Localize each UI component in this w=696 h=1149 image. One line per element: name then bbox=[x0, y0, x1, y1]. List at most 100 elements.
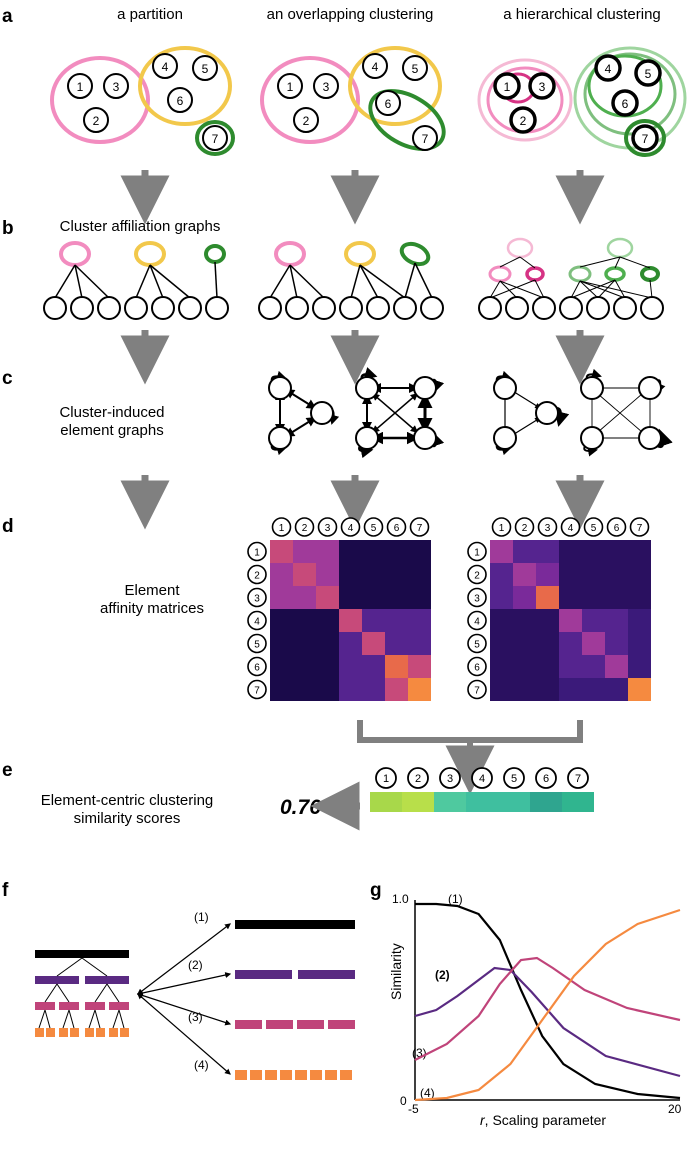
svg-text:6: 6 bbox=[385, 97, 392, 111]
svg-text:6: 6 bbox=[177, 94, 184, 108]
svg-text:6: 6 bbox=[622, 97, 629, 111]
svg-text:5: 5 bbox=[412, 62, 419, 76]
svg-text:4: 4 bbox=[254, 617, 260, 628]
svg-text:4: 4 bbox=[348, 304, 354, 316]
svg-text:6: 6 bbox=[543, 773, 549, 785]
svg-text:4: 4 bbox=[348, 523, 354, 534]
svg-text:6: 6 bbox=[622, 304, 628, 316]
svg-text:4: 4 bbox=[479, 773, 485, 785]
svg-text:1: 1 bbox=[504, 80, 511, 94]
row-a: 1 2 3 4 5 6 7 1 2 3 4 5 bbox=[52, 48, 685, 161]
svg-text:6: 6 bbox=[402, 304, 408, 316]
svg-text:2: 2 bbox=[520, 114, 527, 128]
a-hierarchical: 1 2 3 4 5 6 7 bbox=[479, 48, 685, 155]
svg-text:3: 3 bbox=[545, 523, 551, 534]
svg-text:2: 2 bbox=[303, 114, 310, 128]
svg-text:3: 3 bbox=[539, 80, 546, 94]
svg-text:6: 6 bbox=[254, 663, 260, 674]
svg-text:4: 4 bbox=[568, 523, 574, 534]
svg-text:2: 2 bbox=[302, 523, 308, 534]
svg-text:7: 7 bbox=[575, 773, 581, 785]
score-bar: 1 2 3 4 5 6 7 bbox=[370, 768, 594, 812]
svg-text:1: 1 bbox=[487, 304, 493, 316]
svg-text:7: 7 bbox=[417, 523, 423, 534]
svg-text:3: 3 bbox=[325, 523, 331, 534]
svg-text:7: 7 bbox=[642, 132, 649, 146]
svg-text:4: 4 bbox=[474, 617, 480, 628]
svg-text:4: 4 bbox=[605, 62, 612, 76]
svg-text:1: 1 bbox=[267, 304, 273, 316]
a-overlapping: 1 2 3 4 5 6 7 bbox=[262, 48, 454, 161]
svg-text:6: 6 bbox=[647, 384, 653, 396]
a-partition: 1 2 3 4 5 6 7 bbox=[52, 48, 233, 154]
row-b: 1 2 3 4 5 6 7 bbox=[44, 239, 663, 319]
svg-text:2: 2 bbox=[79, 304, 85, 316]
svg-text:3: 3 bbox=[321, 304, 327, 316]
svg-text:4: 4 bbox=[364, 384, 370, 396]
svg-text:5: 5 bbox=[511, 773, 517, 785]
svg-text:2: 2 bbox=[474, 571, 480, 582]
svg-text:6: 6 bbox=[394, 523, 400, 534]
svg-text:7: 7 bbox=[212, 132, 219, 146]
svg-text:6: 6 bbox=[474, 663, 480, 674]
panel-f bbox=[35, 920, 355, 1080]
svg-text:5: 5 bbox=[202, 62, 209, 76]
svg-text:3: 3 bbox=[319, 409, 325, 421]
svg-text:2: 2 bbox=[522, 523, 528, 534]
svg-text:3: 3 bbox=[447, 773, 453, 785]
svg-text:5: 5 bbox=[595, 304, 601, 316]
svg-text:5: 5 bbox=[364, 434, 370, 446]
svg-text:7: 7 bbox=[429, 304, 435, 316]
row-d: 12345671234567 12345671234567 bbox=[248, 518, 651, 701]
svg-text:4: 4 bbox=[568, 304, 574, 316]
svg-text:2: 2 bbox=[514, 304, 520, 316]
svg-text:1: 1 bbox=[499, 523, 505, 534]
svg-text:7: 7 bbox=[474, 686, 480, 697]
svg-text:7: 7 bbox=[647, 434, 653, 446]
svg-text:1: 1 bbox=[474, 548, 480, 559]
svg-text:3: 3 bbox=[106, 304, 112, 316]
svg-text:1: 1 bbox=[254, 548, 260, 559]
svg-text:5: 5 bbox=[474, 640, 480, 651]
svg-text:5: 5 bbox=[589, 434, 595, 446]
svg-text:5: 5 bbox=[160, 304, 166, 316]
svg-text:1: 1 bbox=[287, 80, 294, 94]
svg-text:2: 2 bbox=[277, 434, 283, 446]
svg-text:3: 3 bbox=[254, 594, 260, 605]
svg-text:1: 1 bbox=[77, 80, 84, 94]
panel-g bbox=[415, 900, 680, 1100]
svg-text:4: 4 bbox=[133, 304, 139, 316]
row-e: 1 2 3 4 5 6 7 bbox=[370, 768, 594, 812]
row-c: 1 2 3 bbox=[269, 374, 662, 451]
svg-text:6: 6 bbox=[614, 523, 620, 534]
svg-text:7: 7 bbox=[422, 132, 429, 146]
svg-text:7: 7 bbox=[254, 686, 260, 697]
svg-text:2: 2 bbox=[294, 304, 300, 316]
svg-text:4: 4 bbox=[162, 60, 169, 74]
svg-text:1: 1 bbox=[277, 384, 283, 396]
svg-text:7: 7 bbox=[637, 523, 643, 534]
svg-text:3: 3 bbox=[541, 304, 547, 316]
svg-text:4: 4 bbox=[372, 60, 379, 74]
svg-text:1: 1 bbox=[383, 773, 389, 785]
svg-text:6: 6 bbox=[187, 304, 193, 316]
svg-text:5: 5 bbox=[375, 304, 381, 316]
svg-text:4: 4 bbox=[589, 384, 595, 396]
heatmap-b: 12345671234567 bbox=[468, 518, 651, 701]
svg-text:3: 3 bbox=[474, 594, 480, 605]
svg-text:2: 2 bbox=[93, 114, 100, 128]
svg-text:5: 5 bbox=[645, 67, 652, 81]
svg-text:2: 2 bbox=[502, 434, 508, 446]
svg-text:5: 5 bbox=[254, 640, 260, 651]
svg-text:3: 3 bbox=[113, 80, 120, 94]
svg-text:3: 3 bbox=[323, 80, 330, 94]
svg-text:6: 6 bbox=[422, 384, 428, 396]
figure-svg: 1 2 3 4 5 6 7 1 2 3 4 5 bbox=[0, 0, 696, 1149]
svg-text:7: 7 bbox=[214, 304, 220, 316]
svg-text:2: 2 bbox=[254, 571, 260, 582]
svg-text:1: 1 bbox=[279, 523, 285, 534]
svg-text:5: 5 bbox=[371, 523, 377, 534]
svg-text:7: 7 bbox=[649, 304, 655, 316]
svg-text:3: 3 bbox=[544, 409, 550, 421]
svg-text:2: 2 bbox=[415, 773, 421, 785]
